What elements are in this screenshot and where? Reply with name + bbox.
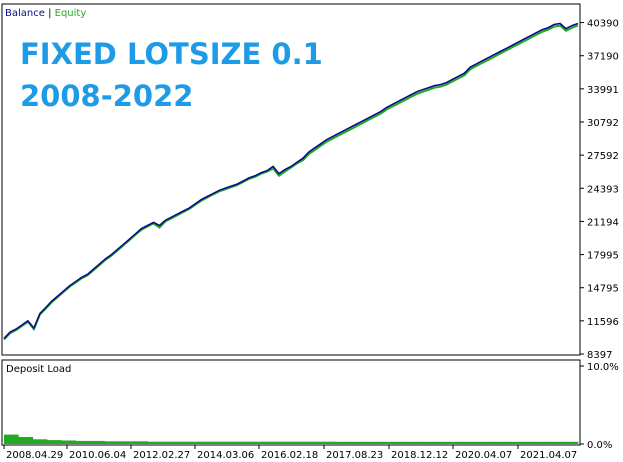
y-tick-label: 37190	[587, 52, 619, 63]
deposit-load-label: Deposit Load	[6, 364, 71, 375]
deposit-load-bar	[334, 441, 349, 444]
overlay-title-line-2: 2008-2022	[20, 79, 193, 113]
deposit-load-bar	[405, 441, 421, 444]
x-tick-label: 2014.03.06	[197, 450, 254, 461]
deposit-load-bar	[233, 441, 249, 444]
deposit-load-bar	[319, 441, 335, 444]
deposit-load-bar	[520, 441, 536, 444]
deposit-load-bar	[204, 441, 220, 444]
deposit-load-bar	[563, 441, 579, 444]
legend-text: Balance | Equity	[5, 8, 86, 19]
deposit-load-bar	[348, 441, 364, 444]
deposit-load-bar	[506, 441, 521, 444]
deposit-load-bar	[133, 441, 148, 444]
deposit-load-bar	[90, 440, 105, 444]
y-tick-label: 17995	[587, 251, 619, 262]
legend-equity: Equity	[55, 8, 87, 19]
deposit-load-bars	[4, 434, 579, 444]
deposit-load-bar	[61, 440, 77, 444]
y-tick-label: 21194	[587, 217, 619, 228]
deposit-load-bar	[291, 441, 306, 444]
x-tick-label: 2021.04.07	[520, 450, 577, 461]
deposit-load-bar	[190, 441, 206, 444]
deposit-load-bar	[118, 441, 134, 444]
x-tick-label: 2012.02.27	[133, 450, 190, 461]
deposit-load-bar	[305, 441, 320, 444]
deposit-load-bar	[434, 441, 450, 444]
deposit-load-bar	[104, 441, 120, 444]
deposit-load-frame	[1, 359, 581, 446]
deposit-load-bar	[247, 441, 263, 444]
deposit-y-tick-label: 10.0%	[587, 362, 619, 373]
deposit-load-bar	[147, 441, 163, 444]
deposit-load-bar	[75, 440, 91, 444]
y-tick-label: 40390	[587, 19, 619, 30]
deposit-load-bar	[262, 441, 277, 444]
deposit-load-bar	[276, 441, 292, 444]
deposit-load-bar	[176, 441, 191, 444]
deposit-load-bar	[420, 441, 435, 444]
deposit-load-bar	[463, 441, 478, 444]
deposit-load-bar	[362, 441, 378, 444]
deposit-load-bar	[32, 439, 48, 444]
deposit-load-y-ticks: 10.0% 0.0%	[580, 362, 619, 451]
deposit-load-bar	[491, 441, 507, 444]
deposit-y-tick-label: 0.0%	[587, 440, 612, 451]
deposit-load-bar	[219, 441, 234, 444]
y-tick-label: 8397	[587, 350, 612, 361]
legend-balance: Balance	[5, 8, 45, 19]
deposit-load-bar	[377, 441, 392, 444]
deposit-load-bar	[477, 441, 493, 444]
equity-series-line	[3, 24, 579, 341]
deposit-load-bar	[18, 437, 34, 444]
y-tick-label: 11596	[587, 317, 619, 328]
x-tick-label: 2018.12.12	[391, 450, 448, 461]
x-tick-label: 2016.02.18	[261, 450, 318, 461]
x-tick-label: 2008.04.29	[6, 450, 63, 461]
y-tick-label: 27592	[587, 151, 619, 162]
x-tick-label: 2020.04.07	[455, 450, 512, 461]
y-tick-label: 30792	[587, 118, 619, 129]
x-axis-ticks: 2008.04.29 2010.06.04 2012.02.27 2014.03.06…	[3, 445, 577, 461]
deposit-load-bar	[534, 441, 550, 444]
legend: Balance | Equity	[5, 8, 86, 19]
legend-separator: |	[45, 8, 55, 19]
deposit-load-bar	[549, 441, 564, 444]
y-tick-label: 14795	[587, 284, 619, 295]
deposit-load-bar	[47, 440, 62, 444]
y-tick-label: 24393	[587, 184, 619, 195]
balance-series-line	[3, 22, 579, 339]
deposit-load-bar	[4, 434, 19, 444]
deposit-load-bar	[448, 441, 464, 444]
y-axis-ticks: 40390 37190 33991 30792 27592 24393 21194 17995…	[580, 19, 619, 361]
x-tick-label: 2017.08.23	[326, 450, 383, 461]
overlay-title-line-1: FIXED LOTSIZE 0.1	[20, 37, 323, 71]
x-tick-label: 2010.06.04	[69, 450, 126, 461]
y-tick-label: 33991	[587, 85, 619, 96]
deposit-load-bar	[161, 441, 177, 444]
deposit-load-bar	[391, 441, 407, 444]
